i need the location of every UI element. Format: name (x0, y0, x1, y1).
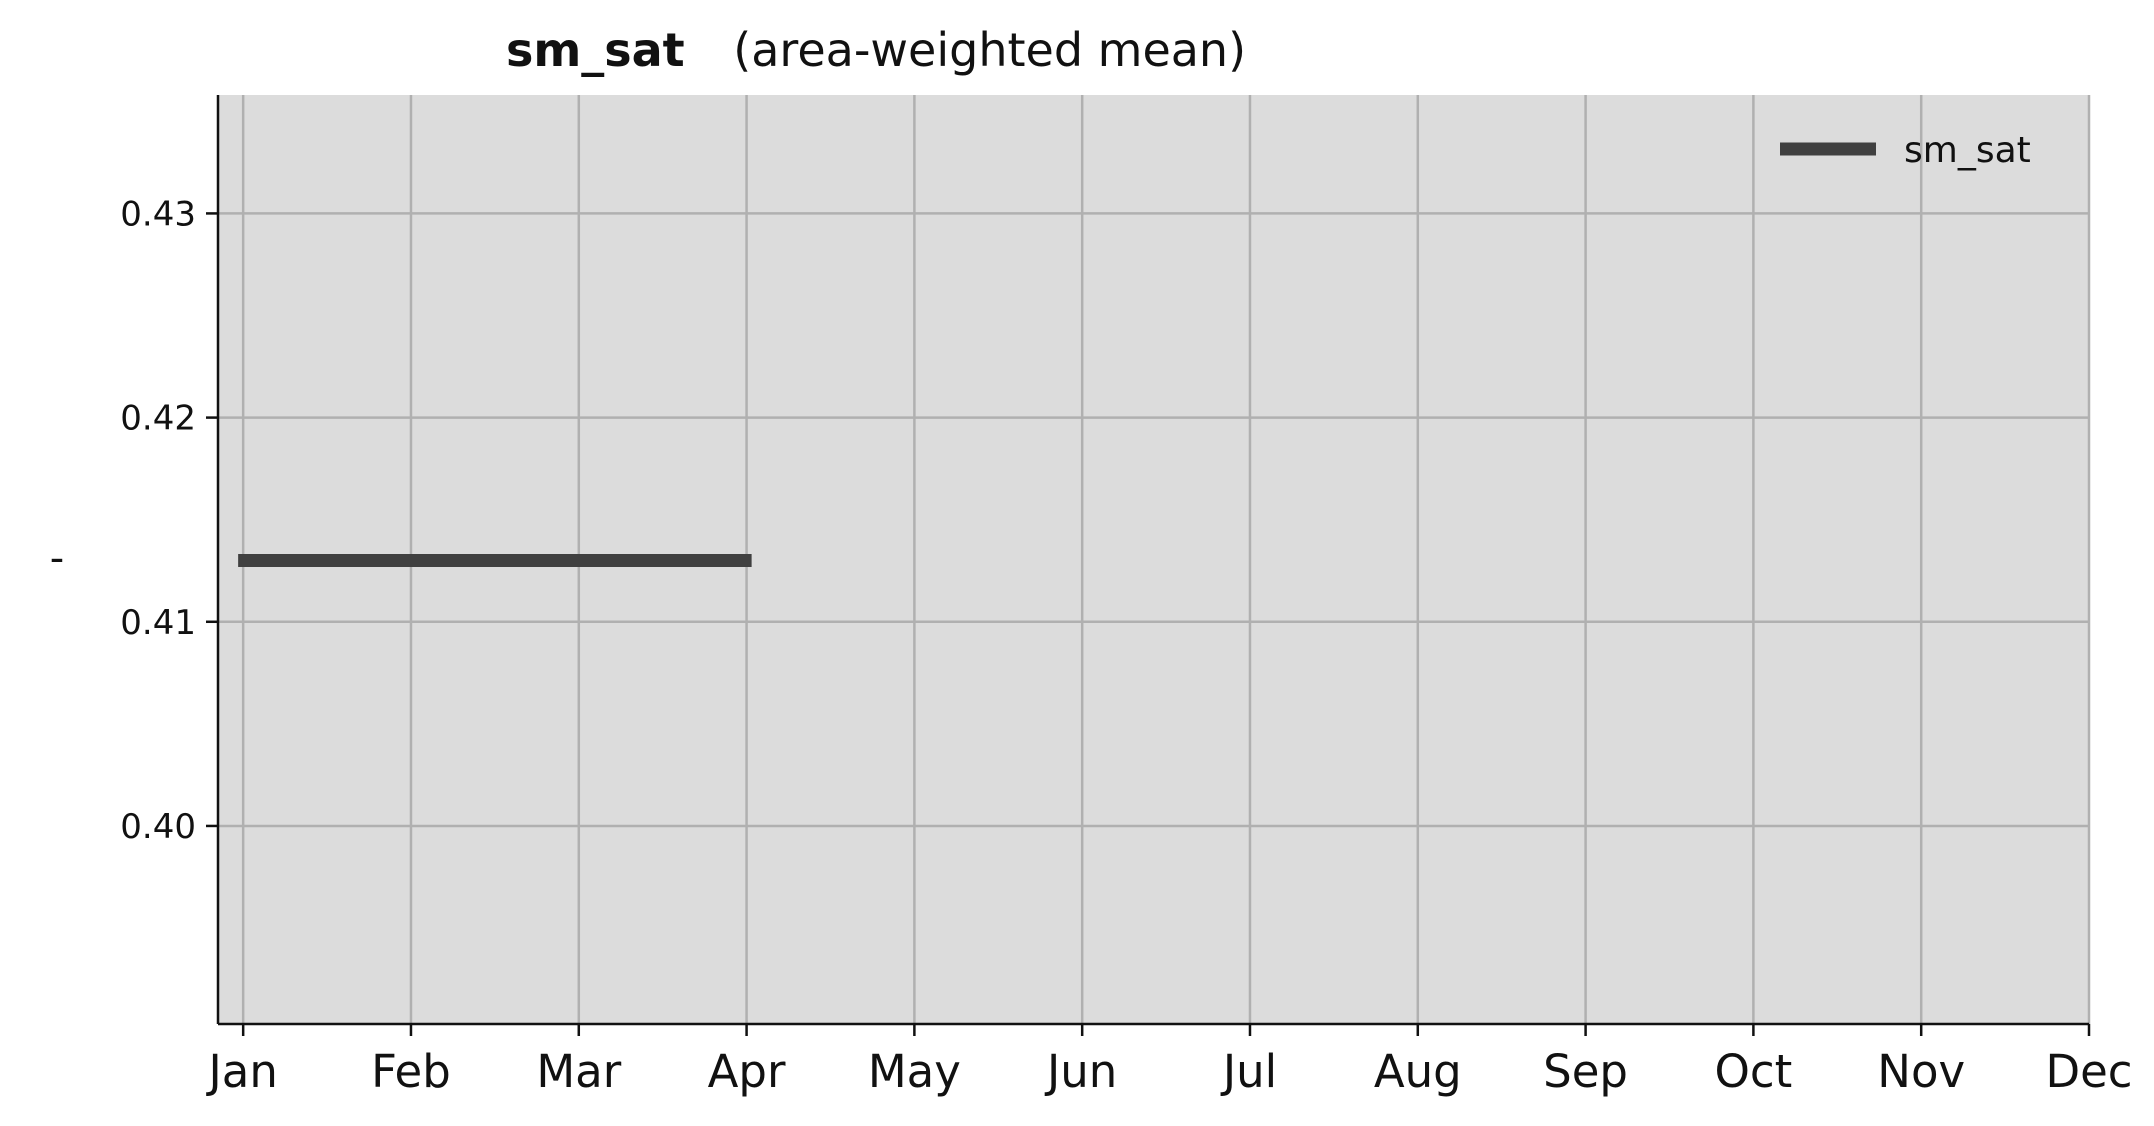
legend: sm_sat (1780, 130, 2031, 171)
x-tick-label: Nov (1877, 1045, 1965, 1098)
tick-labels: Jan Feb Mar Apr May Jun Jul Aug Sep Oct Nov Dec 0.40… (120, 194, 2132, 1098)
x-tick-label: Feb (371, 1045, 451, 1098)
x-tick-label: Jun (1044, 1045, 1117, 1098)
legend-label-sm-sat: sm_sat (1904, 130, 2031, 171)
y-tick-label: 0.41 (120, 603, 196, 643)
y-tick-label: 0.40 (120, 807, 196, 847)
x-tick-label: Jan (205, 1045, 277, 1098)
x-tick-label: Sep (1543, 1045, 1628, 1098)
y-tick-label: 0.43 (120, 194, 196, 234)
chart-title: sm_sat (area-weighted mean) (506, 23, 1246, 77)
x-tick-label: Dec (2045, 1045, 2132, 1098)
y-tick-label: 0.42 (120, 399, 196, 439)
axes (206, 95, 2091, 1036)
chart-title-main: sm_sat (506, 23, 685, 77)
grid (218, 95, 2091, 1024)
x-tick-label: Mar (536, 1045, 621, 1098)
x-tick-label: Jul (1220, 1045, 1277, 1098)
x-tick-label: Aug (1374, 1045, 1462, 1098)
x-tick-label: Apr (708, 1045, 786, 1098)
y-axis-label: - (50, 536, 64, 582)
x-tick-label: Oct (1714, 1045, 1792, 1098)
chart-title-subtitle: (area-weighted mean) (733, 23, 1246, 77)
x-tick-label: May (868, 1045, 961, 1098)
